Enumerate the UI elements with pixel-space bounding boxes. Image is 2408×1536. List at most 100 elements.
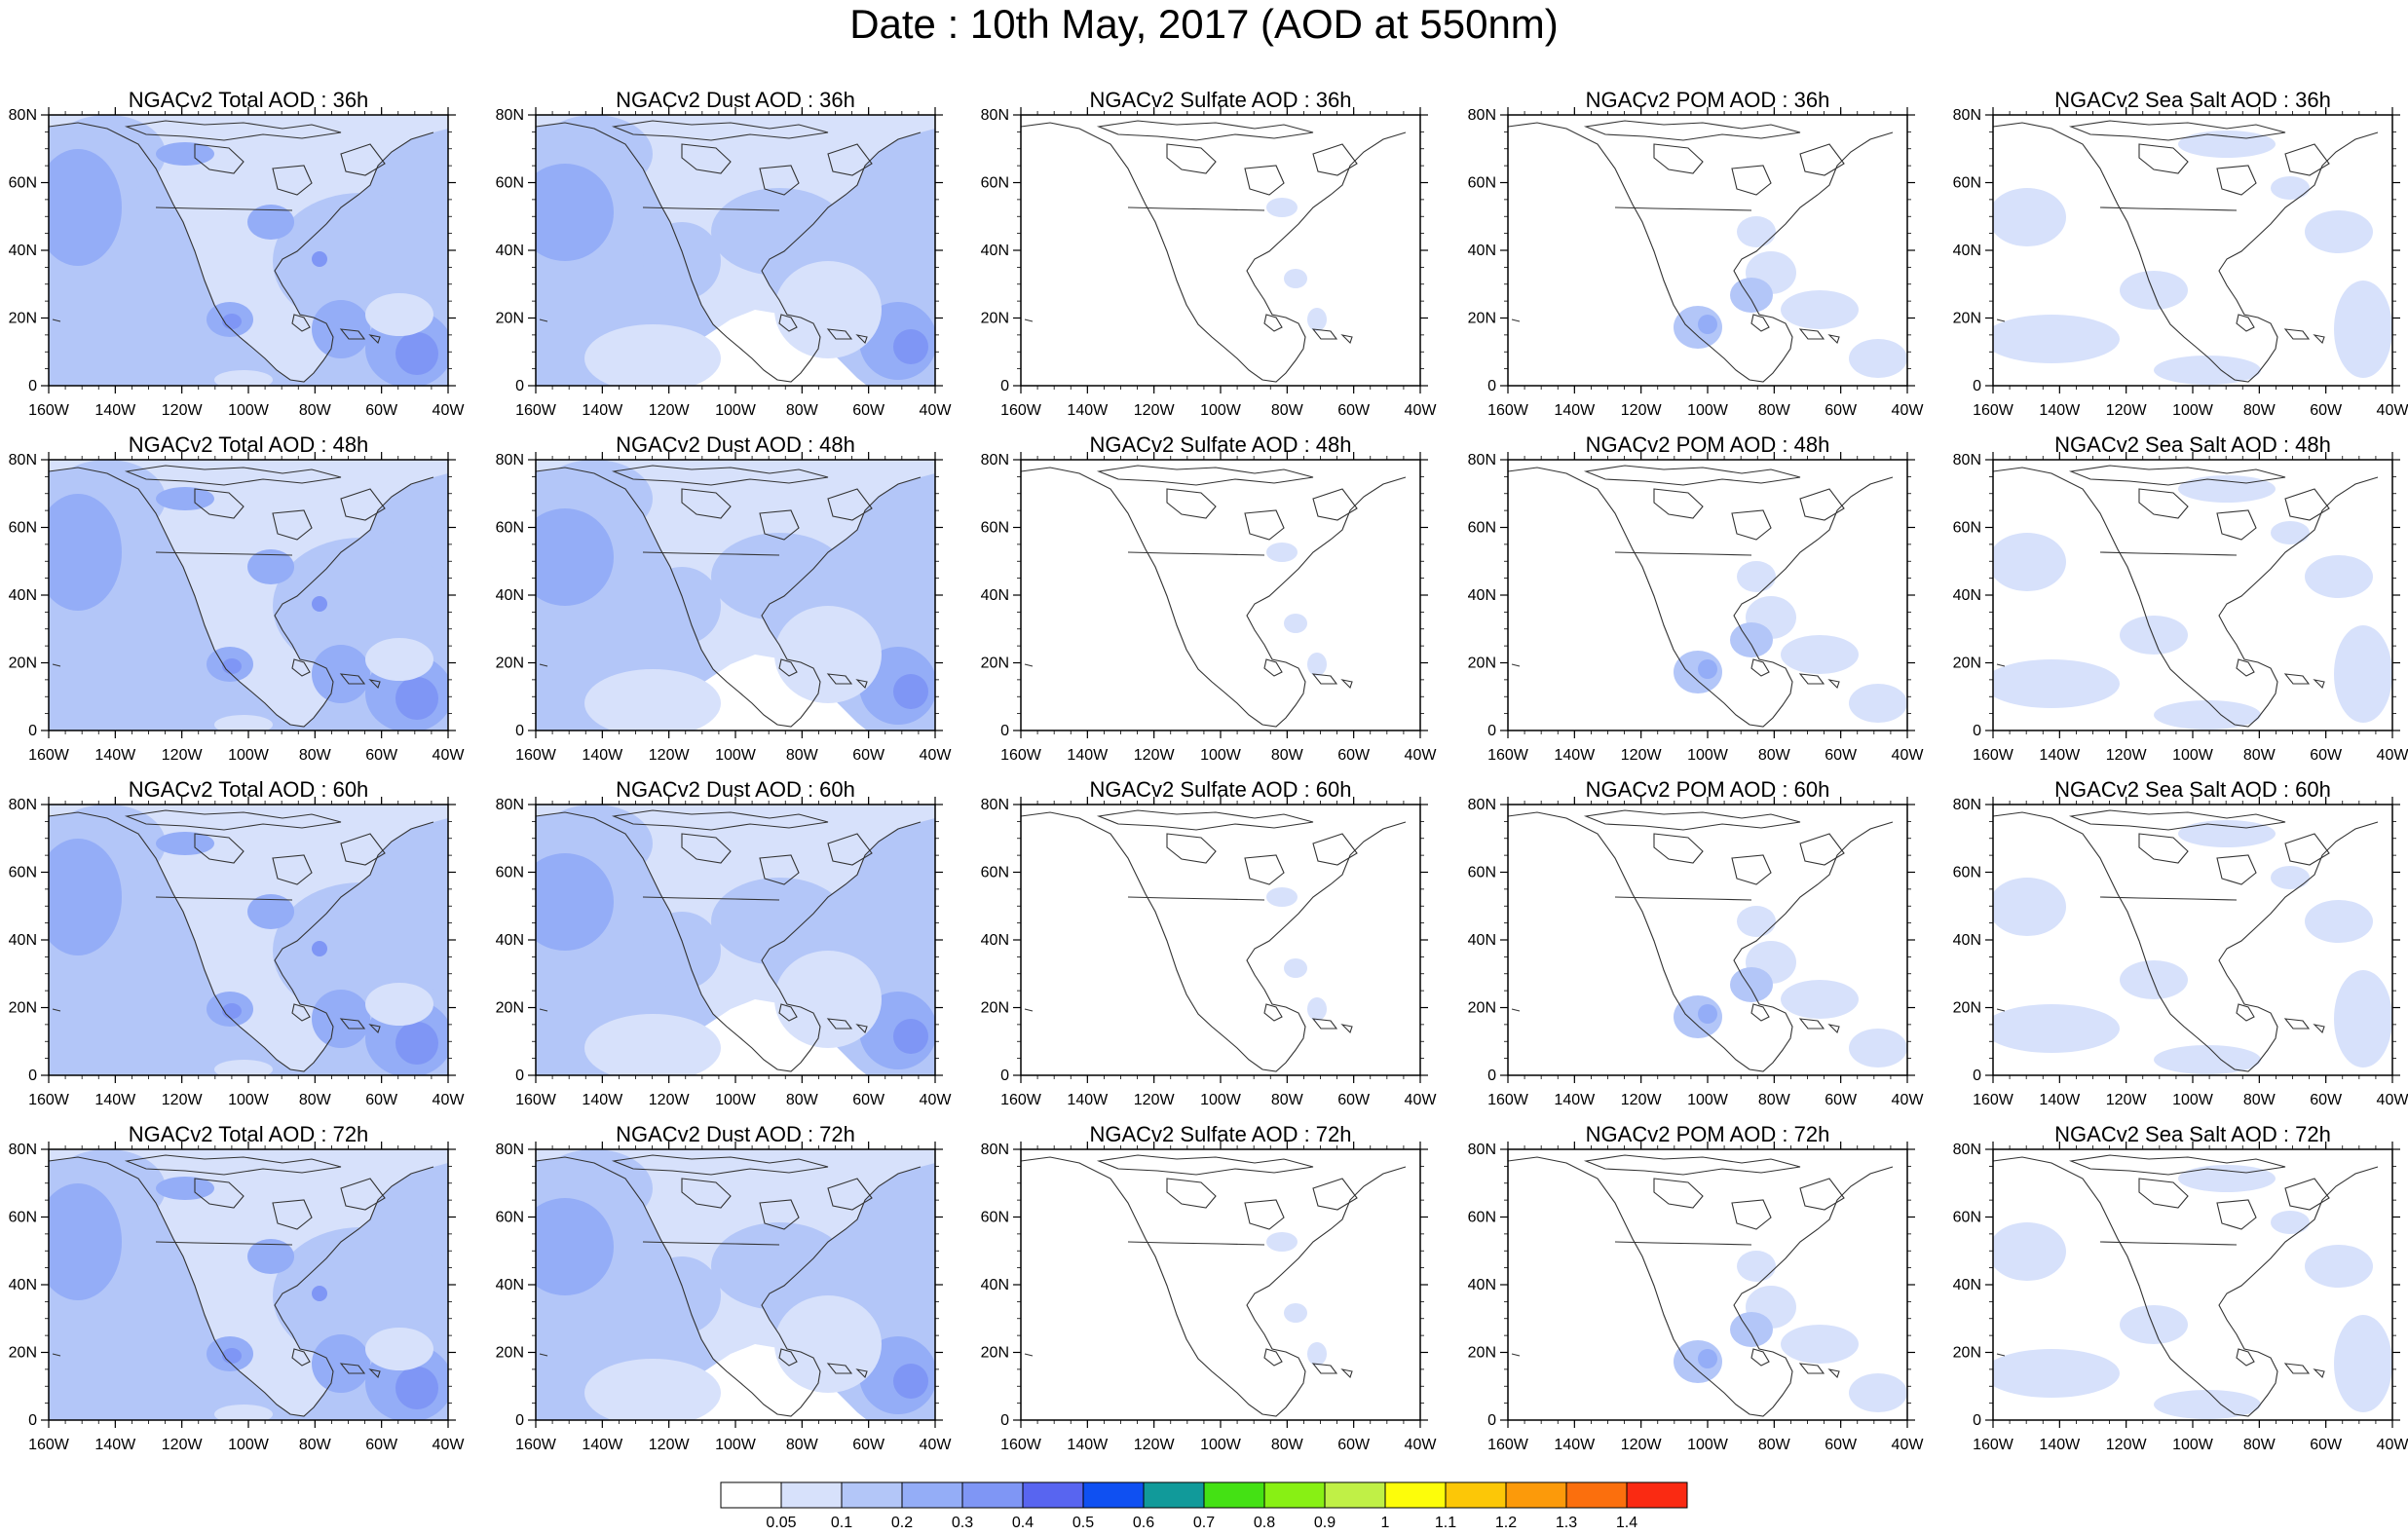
- lon-tick-label: 40W: [433, 1437, 466, 1453]
- colorbar-swatch: [1384, 1481, 1447, 1509]
- aod-blob: [1284, 958, 1307, 978]
- lon-tick-label: 40W: [920, 1092, 953, 1108]
- lat-tick-label: 20N: [1468, 656, 1496, 672]
- lon-tick-label: 120W: [2106, 1437, 2148, 1453]
- aod-blob: [584, 669, 721, 731]
- lat-tick-label: 0: [28, 723, 37, 739]
- map-panel-seasalt: NGACv2 Sea Salt AOD : 72h 80N 60N 40N 20N 0 16…: [1944, 1122, 2408, 1467]
- lat-tick-label: 20N: [981, 1000, 1009, 1017]
- lat-tick-label: 80N: [1953, 107, 1981, 124]
- coastline: [1508, 809, 1894, 1072]
- lat-tick-label: 40N: [1468, 243, 1496, 259]
- map-panel-sulfate: NGACv2 Sulfate AOD : 48h 80N 60N 40N 20N 0 160…: [972, 432, 1459, 777]
- lat-tick-label: 0: [1973, 1068, 1981, 1084]
- lat-tick-label: 0: [1487, 378, 1496, 394]
- aod-blob: [2154, 1390, 2261, 1419]
- lon-tick-label: 40W: [433, 1092, 466, 1108]
- map-panel-seasalt: NGACv2 Sea Salt AOD : 48h 80N 60N 40N 20N 0 16…: [1944, 432, 2408, 777]
- colorbar-label: 0.7: [1193, 1515, 1215, 1531]
- lon-tick-label: 80W: [1758, 747, 1791, 764]
- colorbar-label: 0.2: [891, 1515, 913, 1531]
- lat-tick-label: 20N: [9, 1000, 37, 1017]
- lat-tick-label: 80N: [496, 107, 524, 124]
- lon-tick-label: 160W: [1487, 1092, 1529, 1108]
- aod-blob: [156, 1177, 214, 1200]
- lat-tick-label: 80N: [9, 1142, 37, 1158]
- lon-tick-label: 100W: [715, 402, 757, 419]
- aod-blob: [893, 329, 928, 364]
- lat-tick-label: 80N: [496, 797, 524, 813]
- lat-tick-label: 60N: [1953, 1210, 1981, 1226]
- lon-tick-label: 140W: [94, 1092, 136, 1108]
- lat-tick-label: 40N: [1953, 1277, 1981, 1293]
- coastline: [1508, 120, 1894, 383]
- lon-tick-label: 60W: [1337, 1092, 1371, 1108]
- lat-tick-label: 60N: [981, 865, 1009, 881]
- lon-tick-label: 60W: [2310, 747, 2343, 764]
- lat-tick-label: 40N: [496, 243, 524, 259]
- lon-tick-label: 40W: [433, 747, 466, 764]
- colorbar-swatch: [1505, 1481, 1567, 1509]
- lon-tick-label: 60W: [1825, 747, 1858, 764]
- aod-blob: [643, 912, 721, 990]
- lat-tick-label: 40N: [9, 243, 37, 259]
- aod-blob: [1737, 216, 1776, 247]
- colorbar-label: 0.4: [1012, 1515, 1034, 1531]
- lat-tick-label: 20N: [1953, 656, 1981, 672]
- aod-blob: [2178, 475, 2276, 503]
- lat-tick-label: 80N: [1468, 452, 1496, 468]
- aod-blob: [536, 1198, 614, 1295]
- lon-tick-label: 40W: [1892, 402, 1925, 419]
- lon-tick-label: 120W: [2106, 1092, 2148, 1108]
- aod-blob: [395, 1367, 438, 1409]
- aod-blob: [247, 1239, 294, 1274]
- aod-blob: [1307, 997, 1327, 1021]
- aod-blob: [1266, 543, 1298, 562]
- aod-blob: [1993, 1004, 2120, 1053]
- lon-tick-label: 100W: [228, 1092, 270, 1108]
- lat-tick-label: 20N: [496, 1345, 524, 1362]
- lat-tick-label: 0: [1000, 1068, 1009, 1084]
- aod-blob: [395, 1022, 438, 1065]
- aod-blob: [1849, 1373, 1907, 1412]
- lon-tick-label: 60W: [2310, 402, 2343, 419]
- map-plot: 80N 60N 40N 20N 0 160W 140W 120W 100W 80W 60W 40W: [981, 452, 1437, 764]
- lon-tick-label: 160W: [1000, 1092, 1042, 1108]
- colorbar-svg: 0.05 0.1 0.2 0.3 0.4 0.5 0.6 0.7 0.8 0.9 1 1.1 1.2 1.…: [720, 1481, 1688, 1531]
- colorbar-label: 0.05: [766, 1515, 796, 1531]
- aod-blob: [156, 487, 214, 510]
- aod-blob: [1737, 1251, 1776, 1282]
- aod-blob: [247, 894, 294, 929]
- lon-tick-label: 100W: [1200, 1437, 1242, 1453]
- lon-tick-label: 100W: [2172, 1092, 2214, 1108]
- aod-blob: [1698, 659, 1717, 679]
- aod-blob: [2305, 555, 2373, 598]
- lat-tick-label: 20N: [496, 1000, 524, 1017]
- aod-blob: [1284, 1303, 1307, 1323]
- lon-tick-label: 40W: [1405, 1092, 1438, 1108]
- lat-tick-label: 0: [1973, 378, 1981, 394]
- lon-tick-label: 80W: [299, 1092, 332, 1108]
- lon-tick-label: 120W: [1134, 402, 1176, 419]
- lat-tick-label: 20N: [981, 311, 1009, 327]
- aod-blob: [247, 205, 294, 240]
- aod-blob: [214, 715, 273, 731]
- lat-tick-label: 40N: [1953, 587, 1981, 604]
- lat-tick-label: 60N: [496, 520, 524, 537]
- colorbar-swatch: [901, 1481, 963, 1509]
- aod-blob: [1993, 659, 2120, 708]
- lon-tick-label: 140W: [94, 402, 136, 419]
- lon-tick-label: 140W: [582, 1437, 623, 1453]
- aod-blob: [1993, 188, 2066, 246]
- lon-tick-label: 100W: [2172, 402, 2214, 419]
- map-plot: 80N 60N 40N 20N 0 160W 140W 120W 100W 80W 60W 40W: [1953, 452, 2408, 764]
- lon-tick-label: 60W: [852, 1437, 885, 1453]
- map-plot: 80N 60N 40N 20N 0 160W 140W 120W 100W 80W 60W 40W: [496, 1142, 952, 1453]
- lat-tick-label: 0: [1000, 1412, 1009, 1429]
- lon-tick-label: 80W: [786, 747, 819, 764]
- lon-tick-label: 60W: [365, 402, 398, 419]
- lat-tick-label: 80N: [9, 797, 37, 813]
- lon-tick-label: 120W: [1134, 747, 1176, 764]
- aod-blob: [222, 1348, 242, 1364]
- lat-tick-label: 60N: [1953, 865, 1981, 881]
